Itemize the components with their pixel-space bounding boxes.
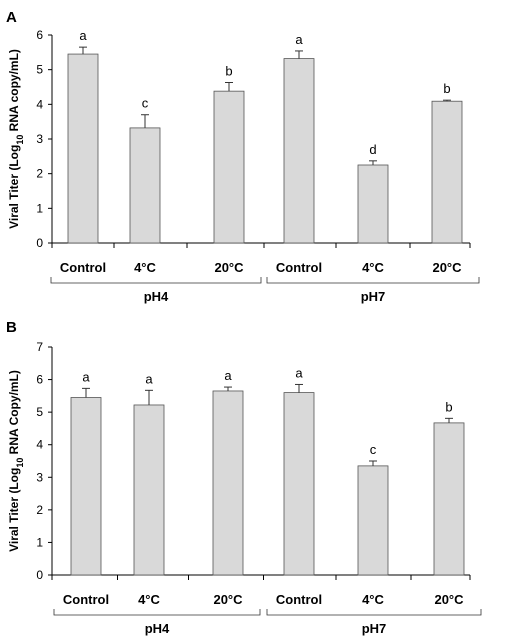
panel-a-label: A bbox=[6, 9, 17, 26]
panel-a-group-label: pH7 bbox=[361, 289, 386, 304]
panel-b-y-tick-label: 7 bbox=[36, 340, 43, 354]
panel-a-category-label: 20°C bbox=[214, 260, 244, 275]
panel-b-y-tick-label: 3 bbox=[36, 470, 43, 484]
panel-b-significance-letter: c bbox=[370, 442, 377, 457]
panel-a-y-tick-label: 5 bbox=[36, 63, 43, 77]
panel-a-bar bbox=[357, 164, 389, 244]
panel-b-y-tick-label: 4 bbox=[36, 438, 43, 452]
panel-a-category-label: Control bbox=[276, 260, 322, 275]
panel-a-y-tick-label: 0 bbox=[36, 236, 43, 250]
panel-a-significance-letter: d bbox=[369, 142, 376, 157]
panel-a-group-bracket bbox=[266, 277, 480, 284]
panel-b-label: B bbox=[6, 319, 17, 336]
panel-b-category-label: 20°C bbox=[434, 592, 464, 607]
panel-b-category-label: Control bbox=[63, 592, 109, 607]
panel-a-y-tick-label: 6 bbox=[36, 28, 43, 42]
panel-a-y-tick-label: 3 bbox=[36, 132, 43, 146]
panel-a-category-label: 4°C bbox=[134, 260, 156, 275]
panel-a-category-label: Control bbox=[60, 260, 106, 275]
panel-b-bar bbox=[357, 465, 389, 576]
panel-b-category-label: Control bbox=[276, 592, 322, 607]
panel-b-category-label: 20°C bbox=[213, 592, 243, 607]
panel-b-y-tick-label: 0 bbox=[36, 568, 43, 582]
panel-a-bar bbox=[283, 58, 315, 244]
panel-b-group-label: pH7 bbox=[362, 621, 387, 636]
panel-a-bar bbox=[67, 53, 99, 244]
panel-b-group-label: pH4 bbox=[145, 621, 170, 636]
panel-b-bar bbox=[212, 390, 244, 576]
panel-a-group-bracket bbox=[50, 277, 262, 284]
panel-b-group-bracket bbox=[266, 609, 482, 616]
panel-a-significance-letter: b bbox=[443, 81, 450, 96]
panel-b-significance-letter: a bbox=[145, 371, 153, 386]
panel-a-significance-letter: c bbox=[142, 96, 149, 111]
panel-a-bar bbox=[129, 127, 161, 244]
panel-b-significance-letter: a bbox=[82, 369, 90, 384]
panel-b-bar bbox=[70, 397, 102, 576]
panel-a-y-tick-label: 2 bbox=[36, 167, 43, 181]
panel-a-significance-letter: a bbox=[79, 28, 87, 43]
panel-b-category-label: 4°C bbox=[138, 592, 160, 607]
panel-a-significance-letter: a bbox=[295, 32, 303, 47]
panel-b-bar bbox=[433, 422, 465, 576]
panel-b-category-label: 4°C bbox=[362, 592, 384, 607]
panel-b-y-tick-label: 5 bbox=[36, 405, 43, 419]
panel-a-y-tick-label: 1 bbox=[36, 201, 43, 215]
panel-b-significance-letter: b bbox=[445, 399, 452, 414]
panel-b-group-bracket bbox=[53, 609, 261, 616]
panel-a-significance-letter: b bbox=[225, 63, 232, 78]
panel-b-y-tick-label: 6 bbox=[36, 373, 43, 387]
panel-a-y-tick-label: 4 bbox=[36, 97, 43, 111]
panel-b-bar bbox=[133, 404, 165, 576]
panel-a-group-label: pH4 bbox=[144, 289, 169, 304]
panel-a-bar bbox=[213, 90, 245, 244]
panel-b-significance-letter: a bbox=[295, 365, 303, 380]
panel-b-y-tick-label: 1 bbox=[36, 535, 43, 549]
panel-a-category-label: 4°C bbox=[362, 260, 384, 275]
panel-a-bar bbox=[431, 100, 463, 244]
panel-a-category-label: 20°C bbox=[432, 260, 462, 275]
panel-b-y-tick-label: 2 bbox=[36, 503, 43, 517]
panel-b-y-axis-label: Viral Titer (Log10 RNA Copy/mL) bbox=[7, 370, 25, 552]
panel-a-y-axis-label: Viral Titer (Log10 RNA copy/mL) bbox=[7, 49, 25, 229]
panel-b-bar bbox=[283, 392, 315, 576]
panel-b-significance-letter: a bbox=[224, 368, 232, 383]
